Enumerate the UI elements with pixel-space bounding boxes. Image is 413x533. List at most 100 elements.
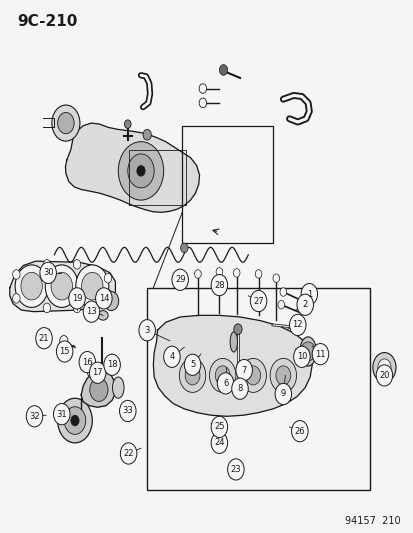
Circle shape [211,416,227,438]
Circle shape [199,98,206,108]
Text: 16: 16 [82,358,93,367]
Text: 29: 29 [175,275,185,284]
Text: 8: 8 [237,384,242,393]
Text: 26: 26 [294,427,304,435]
Circle shape [71,415,79,426]
Circle shape [76,265,109,308]
Circle shape [53,403,70,425]
Circle shape [95,288,112,309]
Circle shape [104,273,112,283]
Circle shape [13,294,20,303]
Circle shape [296,294,313,316]
Text: 5: 5 [190,360,195,369]
Circle shape [69,288,85,309]
Circle shape [57,398,92,443]
Circle shape [36,328,52,349]
Ellipse shape [112,377,124,398]
Text: 11: 11 [314,350,325,359]
Text: 3: 3 [144,326,150,335]
Circle shape [137,166,145,176]
Circle shape [185,366,199,385]
Text: 21: 21 [39,334,49,343]
Text: 25: 25 [214,423,224,431]
Text: 9: 9 [280,390,285,399]
Text: 17: 17 [92,368,103,377]
Text: 12: 12 [292,320,302,329]
Circle shape [291,421,307,442]
Circle shape [194,270,201,278]
Text: 13: 13 [86,307,97,316]
Circle shape [26,406,43,427]
Circle shape [233,269,240,277]
Circle shape [89,362,106,383]
Text: 23: 23 [230,465,241,474]
Circle shape [289,314,305,336]
Circle shape [52,105,80,141]
Circle shape [43,260,50,269]
Circle shape [211,432,227,454]
Circle shape [15,265,48,308]
Polygon shape [65,123,199,212]
Text: 1: 1 [306,289,311,298]
Text: 33: 33 [122,407,133,416]
Text: 28: 28 [214,280,224,289]
Circle shape [375,365,392,386]
Text: 10: 10 [296,352,306,361]
Circle shape [90,378,108,401]
Circle shape [279,288,286,296]
Circle shape [293,346,309,367]
Circle shape [73,303,81,313]
Circle shape [87,365,97,378]
Text: 19: 19 [71,294,82,303]
Circle shape [300,342,315,361]
Circle shape [57,112,74,134]
Ellipse shape [97,311,108,320]
Text: 7: 7 [241,366,246,375]
Circle shape [277,301,284,309]
Text: 31: 31 [56,410,67,419]
Circle shape [233,324,242,335]
Ellipse shape [230,332,237,352]
Circle shape [219,64,227,75]
Circle shape [119,400,136,422]
Text: 22: 22 [123,449,133,458]
Circle shape [143,130,151,140]
Text: 14: 14 [98,294,109,303]
Ellipse shape [299,337,316,366]
Circle shape [231,378,248,399]
Circle shape [51,272,72,300]
Circle shape [13,270,20,279]
Text: 18: 18 [107,360,117,369]
Circle shape [81,272,103,300]
Circle shape [104,354,120,375]
Circle shape [275,366,290,385]
Circle shape [216,268,222,276]
Circle shape [215,366,230,385]
Circle shape [104,289,112,299]
Circle shape [21,272,42,300]
Circle shape [180,243,188,253]
Circle shape [274,383,291,405]
Circle shape [235,359,252,381]
Polygon shape [10,261,115,312]
Circle shape [59,336,68,346]
Circle shape [171,269,188,290]
Circle shape [120,443,137,464]
Polygon shape [81,372,115,407]
Circle shape [272,274,279,282]
Circle shape [217,373,233,394]
Circle shape [372,352,395,382]
Circle shape [128,154,154,188]
Circle shape [104,292,119,311]
Circle shape [79,351,95,373]
Circle shape [227,459,244,480]
Circle shape [179,358,205,392]
Circle shape [124,120,131,128]
Text: 30: 30 [43,269,53,277]
Text: 20: 20 [378,371,389,380]
Circle shape [311,344,328,365]
Circle shape [377,359,390,376]
Text: 15: 15 [59,347,70,356]
Circle shape [199,84,206,93]
Text: 4: 4 [169,352,174,361]
